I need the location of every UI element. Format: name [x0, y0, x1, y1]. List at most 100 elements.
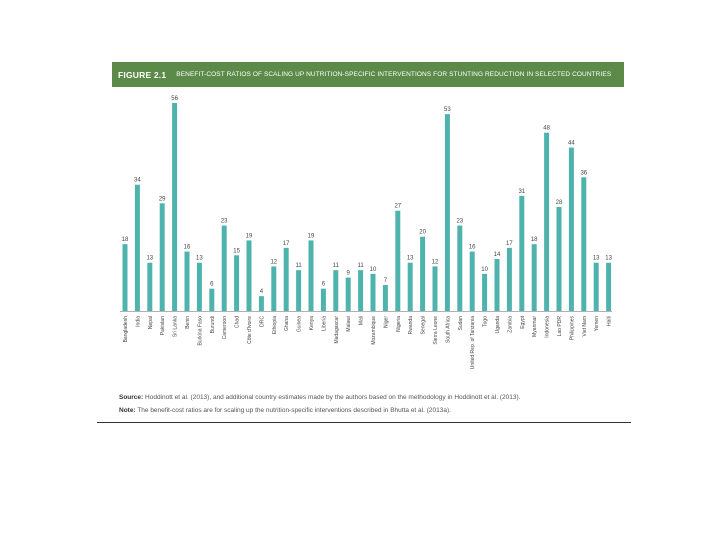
source-text: Hoddinott et al. (2013), and additional … [145, 394, 521, 401]
data-label: 4 [260, 289, 264, 295]
bar [494, 259, 500, 311]
data-label: 13 [605, 256, 612, 262]
category-label: Côte d'Ivoire [247, 316, 253, 344]
note-text: The benefit-cost ratios are for scaling … [137, 407, 451, 414]
category-label: Egypt [520, 315, 526, 328]
bar [469, 251, 475, 311]
data-label: 15 [233, 248, 240, 254]
source-label: Source: [119, 394, 144, 401]
category-label: Madagascar [334, 316, 340, 344]
data-label: 27 [394, 204, 401, 210]
bar [457, 225, 463, 311]
category-label: Sierra Leone [433, 316, 439, 345]
bar [482, 273, 488, 311]
data-label: 11 [357, 263, 364, 269]
bar [544, 132, 550, 311]
category-label: Liberia [321, 316, 327, 331]
note-label: Note: [119, 407, 136, 414]
category-label: DRC [259, 316, 265, 327]
data-label: 19 [246, 233, 253, 239]
data-label: 13 [196, 256, 203, 262]
category-label: Indonesia [545, 316, 551, 338]
data-label: 6 [210, 282, 214, 288]
category-label: Guinea [297, 316, 303, 332]
bar [420, 236, 426, 311]
bar [519, 195, 525, 311]
bar [209, 288, 215, 311]
data-label: 6 [322, 282, 326, 288]
category-label: Philippines [569, 316, 575, 341]
category-label: Chad [235, 316, 241, 328]
data-label: 17 [506, 241, 513, 247]
bar [407, 262, 413, 311]
category-label: Pakistan [160, 316, 166, 335]
category-label: Myanmar [532, 316, 538, 337]
category-label: Senegal [421, 316, 427, 334]
category-label: Burundi [210, 316, 216, 333]
data-label: 9 [347, 271, 351, 277]
data-label: 14 [494, 252, 501, 258]
data-label: 23 [456, 219, 463, 225]
data-label: 13 [407, 256, 414, 262]
category-label: Ghana [284, 316, 290, 331]
bar [358, 270, 364, 311]
data-label: 48 [543, 126, 550, 132]
category-label: Nigeria [396, 316, 402, 332]
data-label: 7 [384, 278, 388, 284]
figure-header: FIGURE 2.1 BENEFIT-COST RATIOS OF SCALIN… [112, 62, 624, 87]
data-label: 34 [134, 178, 141, 184]
data-label: 28 [556, 200, 563, 206]
bar [122, 244, 128, 311]
data-label: 19 [308, 233, 315, 239]
bar [345, 277, 351, 311]
category-label: Rwanda [408, 316, 414, 335]
data-label: 13 [593, 256, 600, 262]
category-label: Malawi [346, 316, 352, 332]
bar [320, 288, 326, 311]
bar [581, 177, 587, 311]
category-label: United Rep. of Tanzania [470, 316, 476, 369]
data-label: 11 [295, 263, 302, 269]
data-label: 12 [270, 259, 277, 265]
bar [283, 247, 289, 311]
bar [172, 103, 178, 311]
data-label: 56 [171, 96, 178, 102]
bar [531, 244, 537, 311]
data-label: 36 [580, 170, 587, 176]
bar [159, 203, 165, 311]
category-label: Kenya [309, 316, 315, 330]
category-label: Lao PDR [557, 316, 563, 337]
category-label: Togo [483, 316, 489, 327]
data-label: 11 [333, 263, 340, 269]
category-label: Yemen [594, 316, 600, 332]
bar [568, 147, 574, 311]
category-label: Sri Lanka [173, 316, 179, 337]
category-label: Viet Nam [582, 316, 588, 336]
data-label: 44 [568, 141, 575, 147]
category-label: Ethiopia [272, 316, 278, 334]
bar [370, 273, 376, 311]
data-label: 18 [531, 237, 538, 243]
data-label: 13 [146, 256, 153, 262]
note-line: Note: The benefit-cost ratios are for sc… [119, 404, 619, 417]
category-label: Cameroon [222, 316, 228, 340]
data-label: 18 [122, 237, 129, 243]
category-label: Mali [359, 316, 365, 325]
bar [234, 255, 240, 311]
bar [308, 240, 314, 311]
category-label: Niger [383, 316, 389, 328]
bar [432, 266, 438, 311]
category-label: Benin [185, 316, 191, 329]
bar [556, 207, 562, 311]
data-label: 31 [518, 189, 525, 195]
bar [246, 240, 252, 311]
data-label: 12 [432, 259, 439, 265]
figure-notes: Source: Hoddinott et al. (2013), and add… [119, 391, 619, 417]
figure-title: BENEFIT-COST RATIOS OF SCALING UP NUTRIT… [176, 71, 612, 78]
category-label: Sudan [458, 316, 464, 331]
category-label: India [135, 316, 141, 327]
data-label: 53 [444, 107, 451, 113]
data-label: 10 [370, 267, 377, 273]
bar [147, 262, 153, 311]
category-label: Haiti [607, 316, 613, 326]
